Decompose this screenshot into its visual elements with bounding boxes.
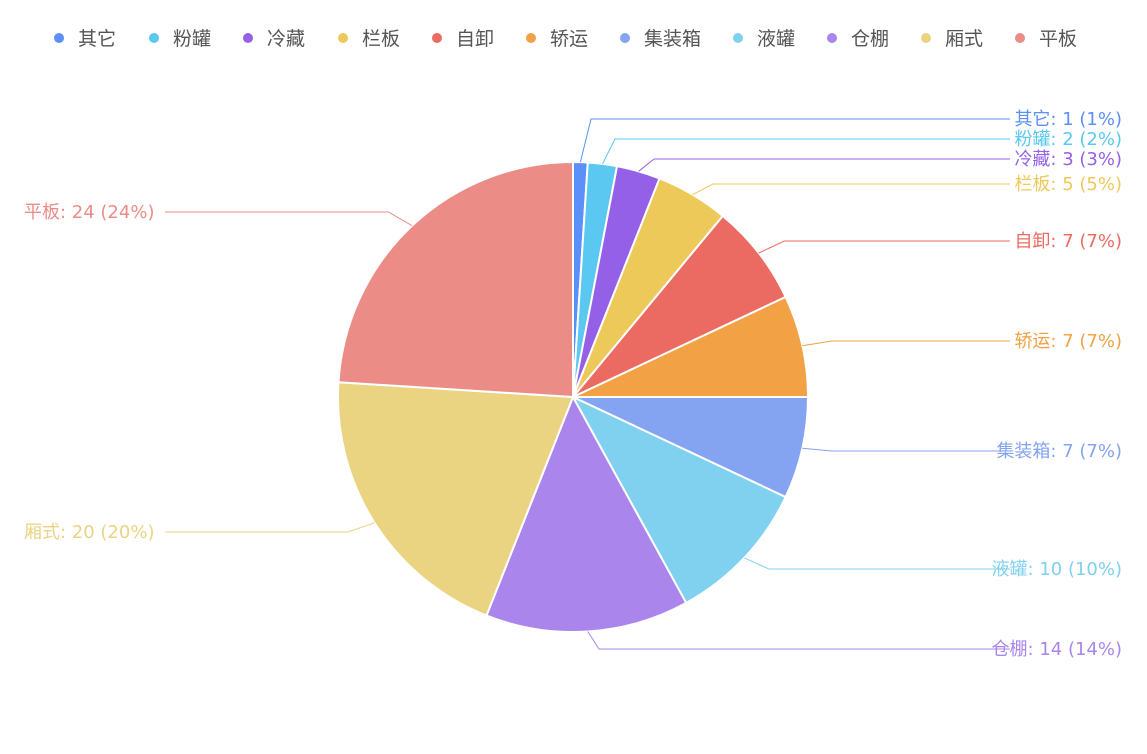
leader-line [579, 118, 1010, 163]
leader-line [638, 158, 1010, 172]
legend-item[interactable]: 液罐 [733, 28, 795, 50]
legend-label: 粉罐 [173, 28, 211, 50]
slice-callout: 仓棚: 14 (14%) [587, 631, 1122, 660]
slice-callout: 液罐: 10 (10%) [744, 557, 1122, 580]
leader-line [802, 447, 1010, 452]
legend-label: 平板 [1039, 28, 1077, 50]
slice-label: 集装箱: 7 (7%) [996, 441, 1122, 462]
legend-item[interactable]: 粉罐 [149, 28, 211, 50]
slice-label: 平板: 24 (24%) [24, 202, 154, 223]
leader-line [165, 522, 375, 533]
legend-item[interactable]: 冷藏 [243, 28, 305, 50]
slice-label: 液罐: 10 (10%) [992, 559, 1122, 580]
legend-marker-icon [620, 33, 630, 43]
slice-labels: 其它: 1 (1%)粉罐: 2 (2%)冷藏: 3 (3%) 栏板: 5 (5%)… [24, 109, 1122, 660]
slice-label: 自卸: 7 (7%) [1014, 231, 1122, 252]
slice-callout: 冷藏: 3 (3%) [638, 149, 1122, 172]
pie-slice[interactable] [570, 394, 787, 605]
pie-slices [337, 160, 810, 633]
slice-callout: 平板: 24 (24%) [24, 202, 413, 227]
slice-label: 仓棚: 14 (14%) [992, 639, 1122, 660]
legend-marker-icon [432, 33, 442, 43]
slice-callout: 集装箱: 7 (7%) [802, 441, 1122, 462]
slice-label: 冷藏: 3 (3%) [1014, 149, 1122, 170]
legend-label: 自卸 [456, 28, 494, 50]
slice-callout: 其它: 1 (1%) [579, 109, 1122, 163]
leader-line [744, 557, 1010, 570]
pie-slice[interactable] [485, 394, 688, 633]
legend-item[interactable]: 仓棚 [827, 28, 889, 50]
pie-slice[interactable] [572, 396, 810, 499]
legend-marker-icon [54, 33, 64, 43]
slice-label: 轿运: 7 (7%) [1014, 331, 1122, 352]
chart-legend: 其它 粉罐 冷藏 栏板 自卸 轿运 集装箱 液罐 仓棚 厢式 平板 [54, 28, 1077, 50]
legend-item[interactable]: 轿运 [526, 28, 588, 50]
pie-slice[interactable] [572, 295, 810, 398]
legend-marker-icon [827, 33, 837, 43]
legend-item[interactable]: 自卸 [432, 28, 494, 50]
leader-line [165, 211, 413, 227]
legend-marker-icon [1015, 33, 1025, 43]
legend-item[interactable]: 其它 [54, 28, 116, 50]
legend-label: 栏板 [362, 28, 400, 50]
pie-slice[interactable] [337, 160, 574, 399]
legend-marker-icon [921, 33, 931, 43]
legend-marker-icon [149, 33, 159, 43]
slice-callout: 厢式: 20 (20%) [24, 522, 375, 543]
legend-item[interactable]: 平板 [1015, 28, 1077, 50]
legend-label: 仓棚 [851, 28, 889, 50]
slice-callout: 轿运: 7 (7%) [802, 331, 1122, 352]
legend-item[interactable]: 栏板 [338, 28, 400, 50]
slice-label: 厢式: 20 (20%) [24, 522, 154, 543]
legend-item[interactable]: 厢式 [921, 28, 983, 50]
legend-label: 液罐 [757, 28, 795, 50]
pie-slice[interactable] [572, 214, 787, 398]
leader-line [802, 340, 1010, 347]
legend-label: 其它 [78, 28, 116, 50]
legend-marker-icon [243, 33, 253, 43]
slice-callout: 粉罐: 2 (2%) [602, 129, 1122, 165]
legend-label: 厢式 [945, 28, 983, 50]
slice-label: 粉罐: 2 (2%) [1014, 129, 1122, 150]
slice-callout: 自卸: 7 (7%) [758, 231, 1122, 254]
slice-callout: 栏板: 5 (5%) [692, 174, 1122, 196]
legend-label: 集装箱 [644, 28, 701, 50]
legend-marker-icon [338, 33, 348, 43]
legend-marker-icon [526, 33, 536, 43]
legend-label: 轿运 [550, 28, 588, 50]
leader-line [692, 183, 1010, 196]
legend-item[interactable]: 集装箱 [620, 28, 701, 50]
slice-label: 栏板: 5 (5%) [1014, 174, 1122, 195]
leader-line [758, 240, 1010, 254]
slice-label: 其它: 1 (1%) [1014, 109, 1122, 130]
legend-label: 冷藏 [267, 28, 305, 50]
legend-marker-icon [733, 33, 743, 43]
leader-line [602, 138, 1010, 165]
leader-line [587, 631, 1010, 650]
